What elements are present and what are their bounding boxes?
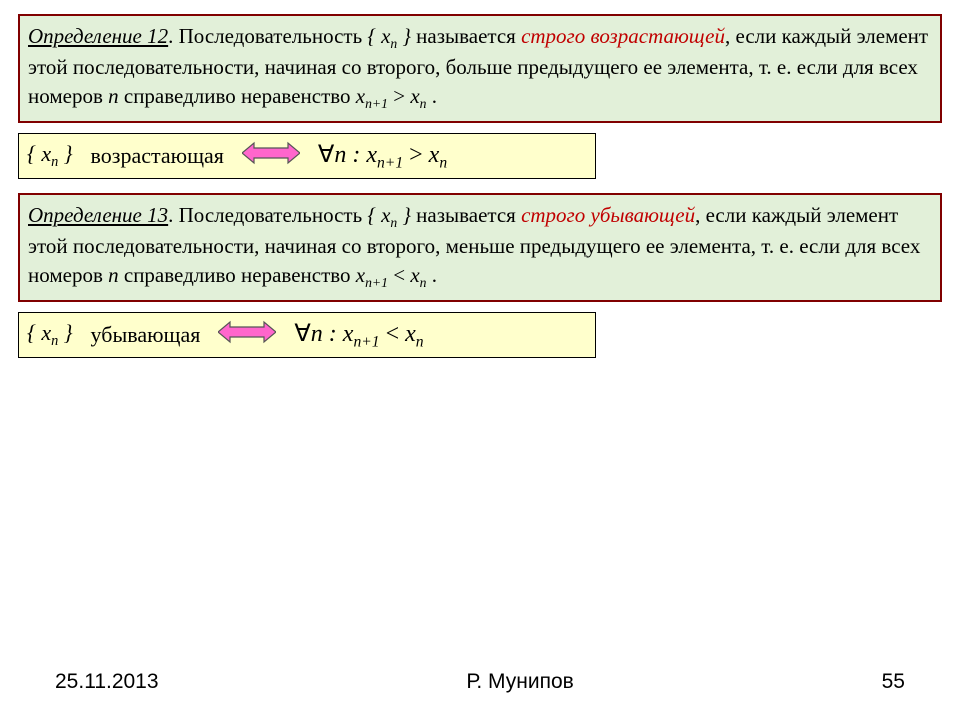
footer-date: 25.11.2013 [55,670,159,694]
def12-text1: . Последовательность [168,24,367,48]
sequence-xn: { xn } [367,24,410,48]
footer-page: 55 [882,670,905,694]
footer: 25.11.2013 Р. Мунипов 55 [0,670,960,694]
footer-author: Р. Мунипов [466,670,573,694]
row2-label: убывающая [91,322,201,348]
def12-text-after: называется [411,24,521,48]
row1-formula: ∀n : xn+1 > xn [318,140,447,172]
sequence-xn-row2: { xn } [27,320,73,350]
iff-arrow-icon-2 [218,320,276,350]
iff-arrow-icon [242,141,300,171]
slide: Определение 12. Последовательность { xn … [0,0,960,720]
decreasing-equiv-box: { xn } убывающая ∀n : xn+1 < xn [18,312,596,358]
definition-12-title: Определение 12 [28,24,168,48]
n-var-2: n [108,263,119,287]
sequence-xn-row1: { xn } [27,141,73,171]
def12-ineq: xn+1 > xn [356,84,427,108]
def13-red-term: строго убывающей [521,203,695,227]
def13-text-after: называется [411,203,521,227]
row1-label: возрастающая [91,143,224,169]
increasing-equiv-box: { xn } возрастающая ∀n : xn+1 > xn [18,133,596,179]
n-var: n [108,84,119,108]
definition-13-title: Определение 13 [28,203,168,227]
sequence-xn-2: { xn } [367,203,410,227]
def13-text1: . Последовательность [168,203,367,227]
def13-text3: справедливо неравенство [119,263,356,287]
row2-formula: ∀n : xn+1 < xn [294,319,423,351]
def12-red-term: строго возрастающей [521,24,725,48]
def12-dot: . [426,84,437,108]
def13-dot: . [426,263,437,287]
definition-12-box: Определение 12. Последовательность { xn … [18,14,942,123]
definition-13-box: Определение 13. Последовательность { xn … [18,193,942,302]
def12-text3: справедливо неравенство [119,84,356,108]
def13-ineq: xn+1 < xn [356,263,427,287]
